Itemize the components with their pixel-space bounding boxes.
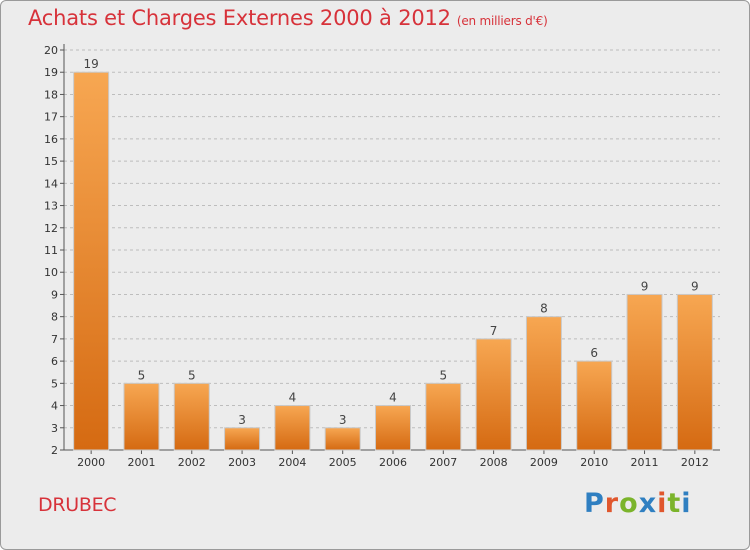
x-tick-label-2000: 2000 bbox=[77, 456, 105, 469]
bar-2009 bbox=[525, 316, 562, 451]
logo-letter: r bbox=[604, 488, 620, 519]
logo-letter: x bbox=[638, 488, 658, 519]
y-tick-label: 8 bbox=[51, 311, 58, 324]
y-tick-label: 3 bbox=[51, 422, 58, 435]
value-label-2002: 5 bbox=[188, 368, 196, 382]
y-tick-label: 19 bbox=[44, 66, 58, 79]
y-tick-label: 10 bbox=[44, 266, 58, 279]
y-tick-label: 17 bbox=[44, 111, 58, 124]
logo-letter: t bbox=[667, 488, 682, 519]
bar-2006 bbox=[375, 405, 411, 451]
logo-letter: P bbox=[584, 488, 605, 519]
value-label-2005: 3 bbox=[339, 413, 347, 427]
y-tick-label: 20 bbox=[44, 44, 58, 57]
bar-2008 bbox=[475, 338, 512, 451]
y-tick-label: 2 bbox=[51, 444, 58, 457]
y-tick-label: 9 bbox=[51, 288, 58, 301]
x-tick-label-2002: 2002 bbox=[178, 456, 206, 469]
y-tick-label: 11 bbox=[44, 244, 58, 257]
bar-2007 bbox=[425, 382, 462, 451]
x-tick-label-2010: 2010 bbox=[580, 456, 608, 469]
value-label-2010: 6 bbox=[590, 346, 598, 360]
y-tick-label: 13 bbox=[44, 200, 58, 213]
x-tick-label-2012: 2012 bbox=[681, 456, 709, 469]
y-tick-label: 6 bbox=[51, 355, 58, 368]
y-tick-label: 12 bbox=[44, 222, 58, 235]
x-tick-label-2006: 2006 bbox=[379, 456, 407, 469]
bars bbox=[73, 71, 713, 451]
chart-title: Achats et Charges Externes 2000 à 2012 (e… bbox=[28, 6, 548, 30]
logo-letter: o bbox=[619, 488, 639, 519]
value-label-2009: 8 bbox=[540, 302, 548, 316]
x-tick-label-2003: 2003 bbox=[228, 456, 256, 469]
x-tick-label-2004: 2004 bbox=[278, 456, 306, 469]
labels: 19 2000 5 2001 5 2002 3 2003 4 2004 3 2005 4 2006 5 200… bbox=[77, 57, 709, 469]
y-tick-label: 7 bbox=[51, 333, 58, 346]
y-tick-label: 4 bbox=[51, 400, 58, 413]
axes: 2 3 4 5 6 7 8 9 10 11 12 13 14 15 16 17 18 19 20 bbox=[44, 44, 720, 457]
bar-2012 bbox=[676, 293, 713, 451]
chart-unit: (en milliers d'€) bbox=[456, 14, 548, 28]
y-tick-label: 15 bbox=[44, 155, 58, 168]
bar-2005 bbox=[324, 427, 361, 451]
grid-lines bbox=[64, 49, 720, 429]
value-label-2006: 4 bbox=[389, 391, 397, 405]
x-tick-label-2008: 2008 bbox=[480, 456, 508, 469]
bar-2002 bbox=[173, 382, 210, 451]
bar-2004 bbox=[274, 405, 311, 451]
bar-2000 bbox=[73, 71, 110, 451]
logo-letter: i bbox=[657, 488, 668, 519]
x-tick-label-2007: 2007 bbox=[429, 456, 457, 469]
x-tick-label-2005: 2005 bbox=[329, 456, 357, 469]
bar-2011 bbox=[626, 293, 663, 451]
y-tick-label: 14 bbox=[44, 177, 58, 190]
y-tick-label: 18 bbox=[44, 88, 58, 101]
value-label-2007: 5 bbox=[439, 368, 447, 382]
commune-name: DRUBEC bbox=[38, 494, 117, 516]
x-tick-label-2001: 2001 bbox=[127, 456, 155, 469]
x-tick-label-2011: 2011 bbox=[631, 456, 659, 469]
y-tick-label: 16 bbox=[44, 133, 58, 146]
value-label-2001: 5 bbox=[138, 368, 146, 382]
value-label-2008: 7 bbox=[490, 324, 498, 338]
x-tick-label-2009: 2009 bbox=[530, 456, 558, 469]
value-label-2011: 9 bbox=[641, 279, 649, 293]
chart-title-text: Achats et Charges Externes 2000 à 2012 bbox=[28, 6, 451, 30]
value-label-2012: 9 bbox=[691, 279, 699, 293]
proxiti-logo[interactable]: Proxiti bbox=[584, 488, 692, 519]
bar-2001 bbox=[123, 382, 160, 451]
value-label-2000: 19 bbox=[84, 57, 99, 71]
bar-2003 bbox=[224, 427, 261, 451]
value-label-2004: 4 bbox=[289, 391, 297, 405]
value-label-2003: 3 bbox=[238, 413, 246, 427]
y-tick-label: 5 bbox=[51, 377, 58, 390]
logo-letter: i bbox=[681, 488, 692, 519]
bar-2010 bbox=[576, 360, 613, 451]
